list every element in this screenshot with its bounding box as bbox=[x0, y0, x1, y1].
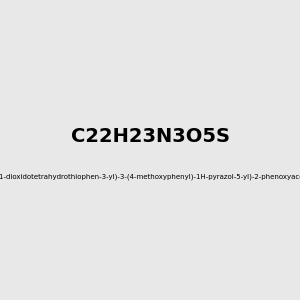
Text: C22H23N3O5S: C22H23N3O5S bbox=[70, 127, 230, 146]
Text: N-(1-(1,1-dioxidotetrahydrothiophen-3-yl)-3-(4-methoxyphenyl)-1H-pyrazol-5-yl)-2: N-(1-(1,1-dioxidotetrahydrothiophen-3-yl… bbox=[0, 174, 300, 180]
